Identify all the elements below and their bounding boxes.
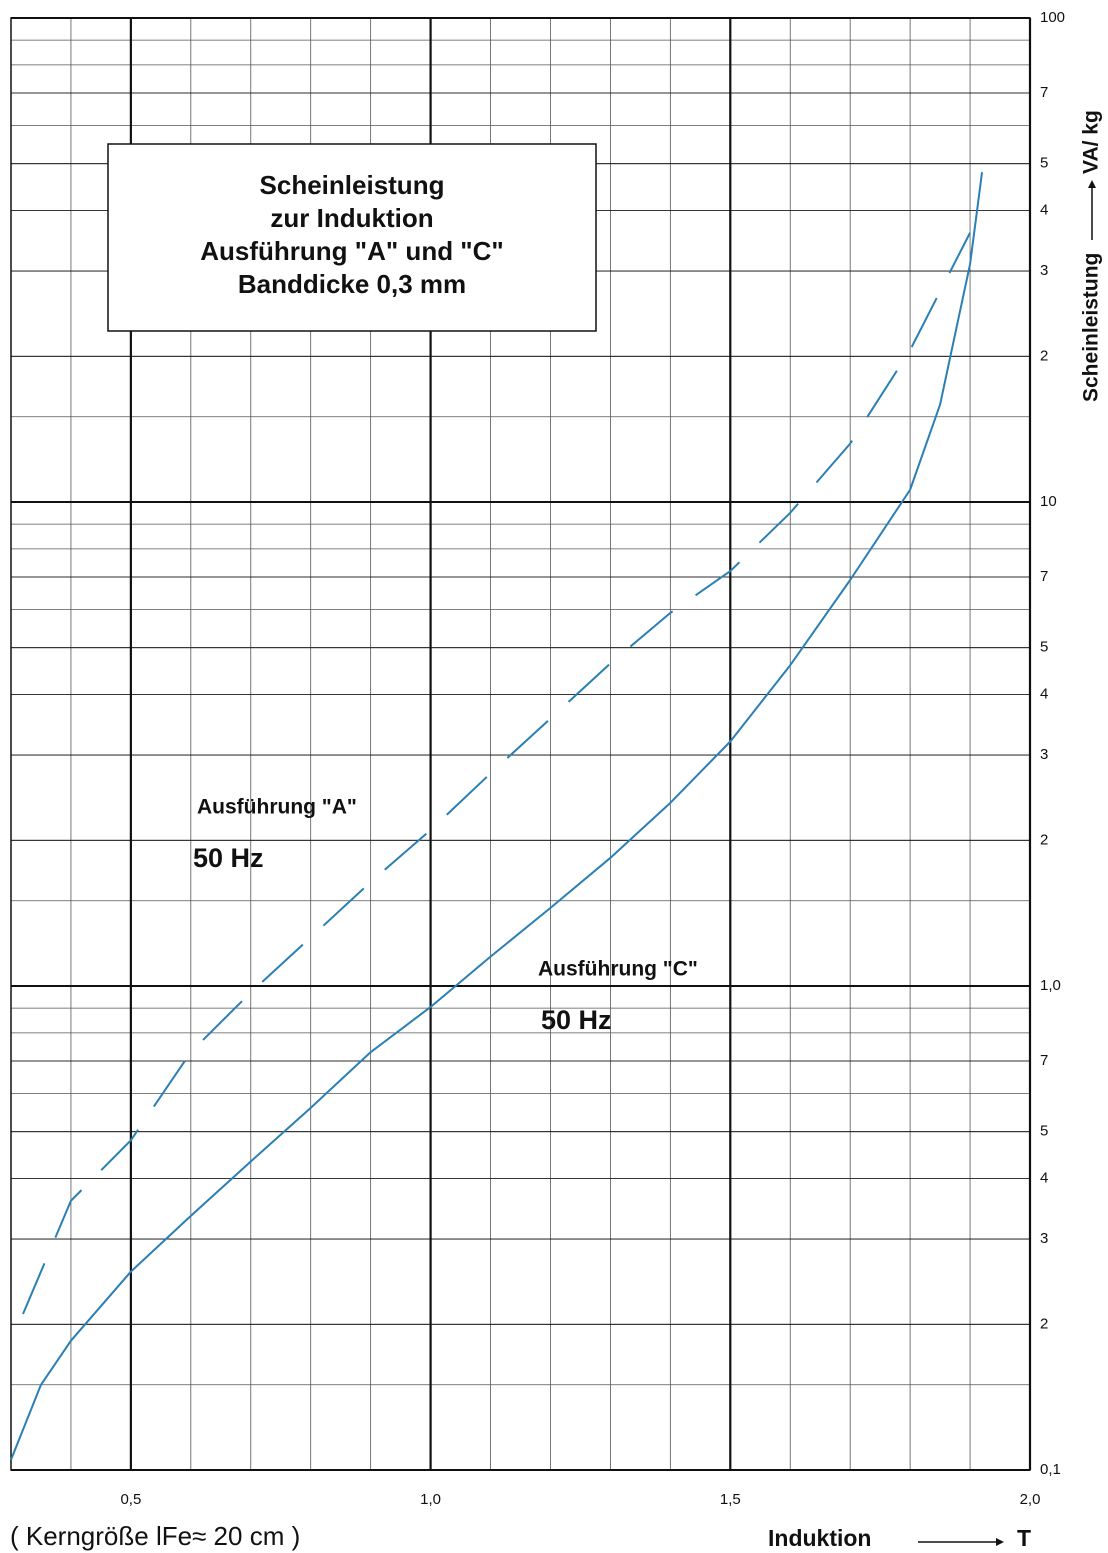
y-tick-label: 3 [1040, 746, 1048, 763]
y-tick-label: 2 [1040, 831, 1048, 848]
y-tick-label: 2 [1040, 1315, 1048, 1332]
y-tick-label: 5 [1040, 155, 1048, 172]
arrow-head [1088, 180, 1096, 188]
annotation: 50 Hz [541, 1005, 612, 1035]
y-tick-label: 5 [1040, 1123, 1048, 1140]
footnote: ( Kerngröße lFe≈ 20 cm ) [10, 1521, 300, 1551]
y-tick-label: 4 [1040, 1170, 1048, 1187]
chart-title: zur Induktion [270, 203, 433, 233]
x-tick-label: 1,5 [720, 1491, 741, 1508]
x-tick-label: 0,5 [120, 1491, 141, 1508]
y-axis-unit: VA/ kg [1080, 110, 1103, 174]
x-axis-label: Induktion [768, 1525, 871, 1551]
y-tick-label: 7 [1040, 84, 1048, 101]
annotation: 50 Hz [193, 843, 264, 873]
y-tick-label: 4 [1040, 202, 1048, 219]
y-axis-label: Scheinleistung [1080, 253, 1103, 402]
x-axis-unit: T [1017, 1525, 1031, 1551]
chart-title: Ausführung "A" und "C" [200, 236, 503, 266]
y-tick-label: 7 [1040, 1052, 1048, 1069]
y-tick-label: 3 [1040, 262, 1048, 279]
y-tick-label: 5 [1040, 639, 1048, 656]
y-tick-label: 7 [1040, 568, 1048, 585]
y-tick-label: 10 [1040, 493, 1057, 510]
y-tick-label: 100 [1040, 9, 1065, 26]
chart-title: Banddicke 0,3 mm [238, 269, 466, 299]
y-tick-label: 1,0 [1040, 977, 1061, 994]
series-label: Ausführung "C" [538, 958, 698, 981]
chart-title: Scheinleistung [260, 170, 445, 200]
series-line [10, 172, 984, 1461]
plot-frame [10, 17, 1031, 1471]
y-tick-label: 0,1 [1040, 1461, 1061, 1478]
y-tick-label: 4 [1040, 686, 1048, 703]
x-tick-label: 1,0 [420, 1491, 441, 1508]
series-line [22, 232, 971, 1315]
y-tick-label: 3 [1040, 1230, 1048, 1247]
series-label: Ausführung "A" [197, 796, 357, 819]
title-box [107, 143, 597, 332]
y-axis-title: Scheinleistung VA/ kg [1080, 110, 1103, 402]
y-tick-label: 2 [1040, 347, 1048, 364]
x-tick-label: 2,0 [1020, 1491, 1041, 1508]
arrow-head [996, 1538, 1004, 1546]
